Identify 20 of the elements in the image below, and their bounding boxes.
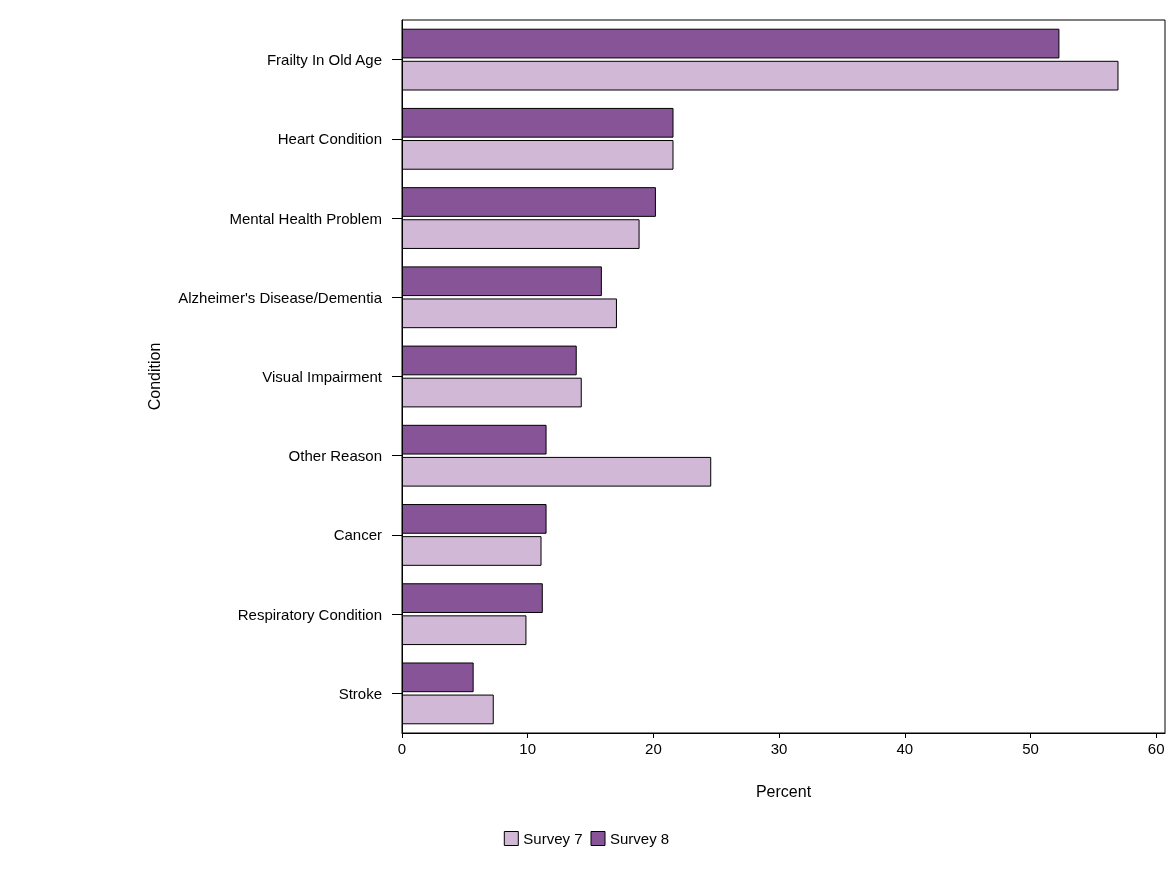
y-tick-label: Other Reason (288, 447, 382, 465)
y-tick-label: Alzheimer's Disease/Dementia (178, 288, 383, 306)
x-tick-label: 0 (397, 740, 407, 757)
y-tick-label: Mental Health Problem (229, 209, 382, 227)
y-tick-label: Frailty In Old Age (266, 51, 382, 69)
x-tick-label: 50 (1022, 740, 1039, 757)
y-tick-label: Stroke (338, 684, 382, 702)
legend-label: Survey 7 (523, 830, 583, 847)
x-tick-label: 30 (770, 740, 788, 757)
x-tick-label: 40 (896, 740, 914, 757)
y-tick-label: Cancer (333, 526, 382, 544)
legend-label: Survey 8 (610, 830, 670, 847)
y-tick-label: Heart Condition (277, 130, 382, 148)
x-tick-label: 10 (519, 740, 537, 757)
y-tick-label: Respiratory Condition (237, 605, 382, 623)
y-axis-title: Condition (145, 342, 163, 411)
y-tick-label: Visual Impairment (262, 368, 383, 385)
x-axis-title: Percent (755, 782, 812, 800)
x-tick-label: 20 (645, 740, 662, 757)
x-tick-label: 60 (1147, 740, 1165, 757)
